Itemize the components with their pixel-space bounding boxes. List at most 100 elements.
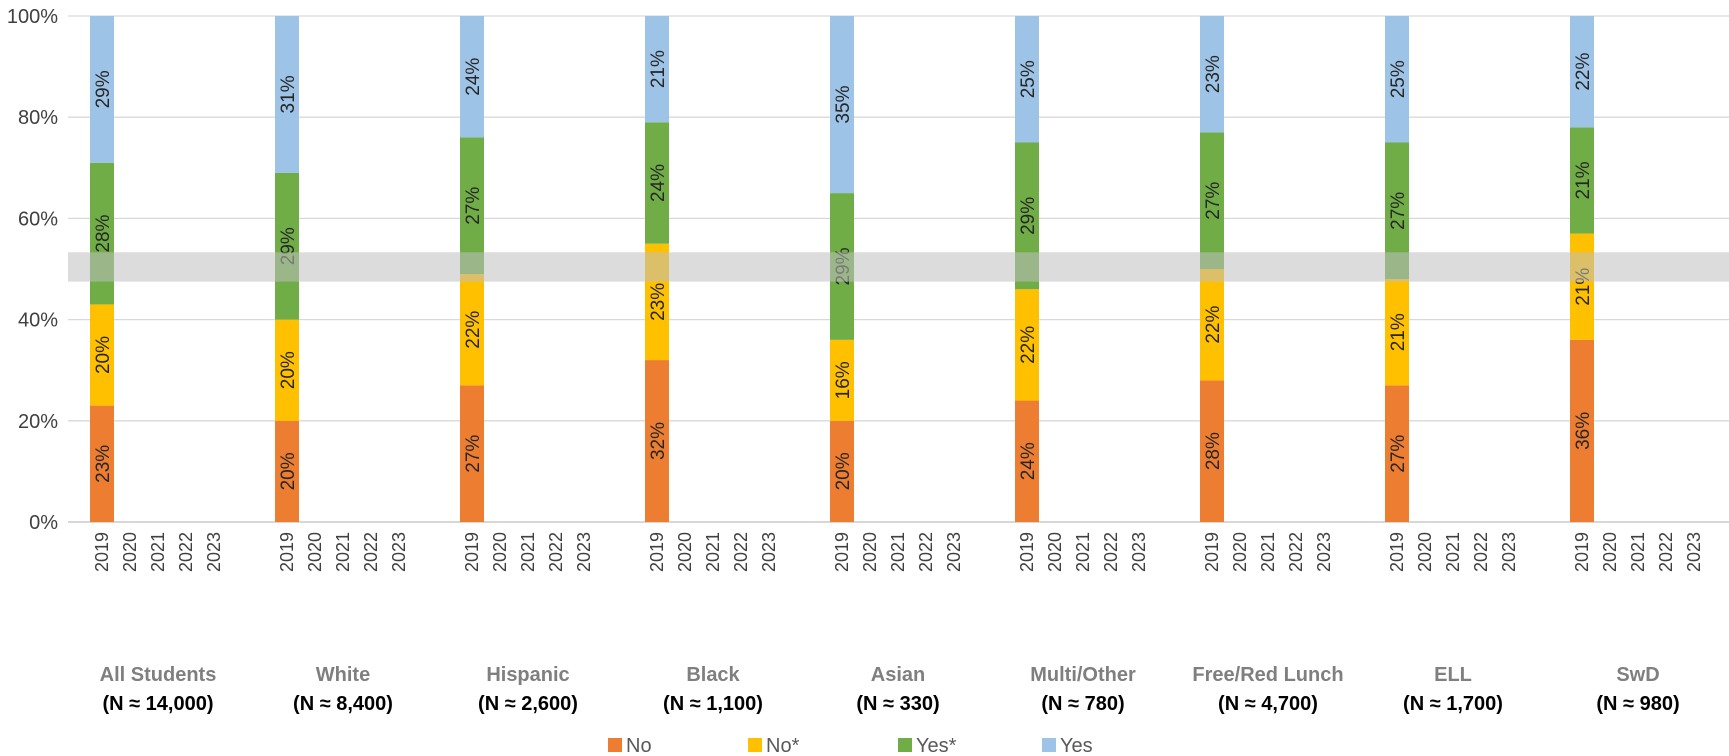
gridlines bbox=[68, 15, 1729, 523]
group-name-label: White bbox=[316, 664, 370, 686]
x-tick-label: 2021 bbox=[1258, 532, 1278, 572]
bar-data-label: 24% bbox=[463, 58, 484, 96]
x-tick-label: 2022 bbox=[1656, 532, 1676, 572]
bar-data-label: 20% bbox=[833, 452, 854, 490]
bar-data-label: 25% bbox=[1388, 60, 1409, 98]
x-tick-label: 2022 bbox=[176, 532, 196, 572]
group-name-label: Asian bbox=[871, 664, 925, 686]
x-tick-label: 2019 bbox=[92, 532, 112, 572]
legend-label: Yes* bbox=[916, 735, 957, 756]
bar-segment-yes bbox=[90, 16, 114, 163]
group-n-label: (N ≈ 330) bbox=[856, 693, 939, 715]
x-tick-label: 2021 bbox=[1073, 532, 1093, 572]
bar-data-label: 31% bbox=[278, 75, 299, 113]
bar-segment-yes bbox=[275, 16, 299, 173]
bar-data-label: 23% bbox=[1203, 55, 1224, 93]
bar-data-label: 23% bbox=[93, 445, 114, 483]
group-name-label: ELL bbox=[1434, 664, 1472, 686]
bar-data-label: 29% bbox=[93, 70, 114, 108]
x-tick-label: 2020 bbox=[1415, 532, 1435, 572]
x-tick-label: 2021 bbox=[518, 532, 538, 572]
x-tick-label: 2019 bbox=[1017, 532, 1037, 572]
x-tick-label: 2019 bbox=[277, 532, 297, 572]
x-tick-label: 2019 bbox=[1572, 532, 1592, 572]
x-tick-label: 2023 bbox=[574, 532, 594, 572]
group-n-label: (N ≈ 8,400) bbox=[293, 693, 393, 715]
bar-segment-no bbox=[830, 420, 854, 522]
bar-segment-no-star bbox=[830, 339, 854, 421]
legend-swatch bbox=[748, 738, 762, 752]
bar-data-label: 20% bbox=[278, 351, 299, 389]
x-tick-label: 2022 bbox=[1471, 532, 1491, 572]
group-name-label: Hispanic bbox=[486, 664, 569, 686]
x-tick-label: 2022 bbox=[916, 532, 936, 572]
x-tick-label: 2023 bbox=[1314, 532, 1334, 572]
bar-segment-no bbox=[1570, 339, 1594, 522]
y-tick-label: 60% bbox=[18, 208, 58, 230]
group-n-label: (N ≈ 2,600) bbox=[478, 693, 578, 715]
bar-segment-no bbox=[1015, 400, 1039, 522]
bar-data-label: 21% bbox=[1388, 313, 1409, 351]
bar-data-label: 22% bbox=[1203, 306, 1224, 344]
legend-label: Yes bbox=[1060, 735, 1093, 756]
bar-segment-yes-star bbox=[645, 122, 669, 244]
y-tick-label: 40% bbox=[18, 310, 58, 332]
bar-data-label: 28% bbox=[93, 214, 114, 252]
group-name-label: Multi/Other bbox=[1030, 664, 1136, 686]
x-tick-label: 2020 bbox=[860, 532, 880, 572]
bar-data-label: 22% bbox=[1018, 326, 1039, 364]
x-tick-label: 2021 bbox=[333, 532, 353, 572]
bar-segment-no bbox=[90, 405, 114, 522]
x-tick-label: 2020 bbox=[1230, 532, 1250, 572]
x-tick-label: 2022 bbox=[731, 532, 751, 572]
bar-segment-no bbox=[1200, 380, 1224, 522]
x-tick-label: 2020 bbox=[675, 532, 695, 572]
group-n-label: (N ≈ 780) bbox=[1041, 693, 1124, 715]
bar-data-label: 24% bbox=[1018, 442, 1039, 480]
bar-segment-no bbox=[645, 360, 669, 522]
bar-data-label: 27% bbox=[1203, 182, 1224, 220]
bar-data-label: 35% bbox=[833, 85, 854, 123]
bar-data-label: 24% bbox=[648, 164, 669, 202]
x-tick-label: 2019 bbox=[462, 532, 482, 572]
bar-segment-yes-star bbox=[1570, 127, 1594, 234]
bar-segment-no-star bbox=[1015, 289, 1039, 401]
group-n-label: (N ≈ 1,700) bbox=[1403, 693, 1503, 715]
y-tick-label: 80% bbox=[18, 107, 58, 129]
x-tick-label: 2019 bbox=[832, 532, 852, 572]
x-tick-label: 2019 bbox=[1387, 532, 1407, 572]
bar-data-label: 27% bbox=[463, 435, 484, 473]
x-tick-label: 2020 bbox=[490, 532, 510, 572]
x-tick-label: 2021 bbox=[703, 532, 723, 572]
x-tick-label: 2022 bbox=[546, 532, 566, 572]
x-tick-label: 2022 bbox=[1286, 532, 1306, 572]
bars bbox=[90, 16, 1594, 522]
data-labels: 23% 20% 28% 29% 20% 20% 29% 31% 27% 22% 27% 24% 32% 2… bbox=[93, 50, 1594, 490]
group-n-label: (N ≈ 980) bbox=[1596, 693, 1679, 715]
group-n-label: (N ≈ 14,000) bbox=[102, 693, 213, 715]
bar-segment-yes-star bbox=[460, 137, 484, 275]
highlight-band bbox=[68, 252, 1729, 282]
bar-segment-no-star bbox=[1385, 279, 1409, 386]
legend-swatch bbox=[1042, 738, 1056, 752]
bar-segment-yes-star bbox=[1200, 132, 1224, 269]
x-tick-label: 2023 bbox=[944, 532, 964, 572]
x-tick-label: 2022 bbox=[1101, 532, 1121, 572]
x-tick-label: 2020 bbox=[120, 532, 140, 572]
bar-segment-no-star bbox=[1570, 233, 1594, 340]
bar-data-label: 28% bbox=[1203, 432, 1224, 470]
group-labels: All Students (N ≈ 14,000) White (N ≈ 8,400)… bbox=[100, 664, 1680, 715]
legend-label: No bbox=[626, 735, 652, 756]
bar-data-label: 29% bbox=[1018, 197, 1039, 235]
x-tick-label: 2023 bbox=[389, 532, 409, 572]
bar-segment-yes bbox=[1015, 16, 1039, 143]
x-tick-label: 2021 bbox=[1443, 532, 1463, 572]
group-n-label: (N ≈ 1,100) bbox=[663, 693, 763, 715]
bar-data-label: 25% bbox=[1018, 60, 1039, 98]
bar-segment-yes bbox=[460, 16, 484, 138]
bar-segment-yes bbox=[1570, 16, 1594, 128]
x-tick-label: 2023 bbox=[1684, 532, 1704, 572]
bar-data-label: 27% bbox=[1388, 435, 1409, 473]
bar-segment-yes bbox=[1385, 16, 1409, 143]
